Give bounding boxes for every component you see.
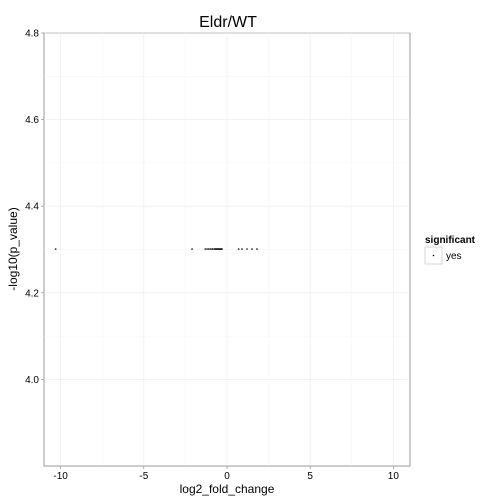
legend-label-yes: yes xyxy=(446,251,462,262)
data-point xyxy=(191,248,193,250)
data-point xyxy=(246,248,248,250)
x-axis-ticks: -10 -5 0 5 10 xyxy=(53,466,399,482)
data-point xyxy=(256,248,258,250)
y-tick-label: 4.6 xyxy=(25,115,39,126)
legend-key-marker xyxy=(432,254,435,257)
data-point xyxy=(207,248,210,250)
data-points xyxy=(54,248,258,250)
data-point xyxy=(204,248,207,250)
y-tick-label: 4.4 xyxy=(25,202,39,213)
data-point xyxy=(209,248,212,250)
data-point xyxy=(206,248,208,250)
x-tick-label: 5 xyxy=(307,471,313,482)
data-point xyxy=(211,248,214,250)
y-tick-label: 4.8 xyxy=(25,29,39,40)
data-point xyxy=(251,248,253,250)
data-point xyxy=(237,248,240,250)
x-tick-label: 10 xyxy=(388,471,400,482)
x-tick-label: 0 xyxy=(224,471,230,482)
data-point xyxy=(54,248,57,250)
y-tick-label: 4.2 xyxy=(25,288,39,299)
legend-title: significant xyxy=(425,235,476,246)
x-tick-label: -5 xyxy=(139,471,148,482)
y-tick-label: 4.0 xyxy=(25,375,39,386)
x-tick-label: -10 xyxy=(53,471,68,482)
y-axis-ticks: 4.0 4.2 4.4 4.6 4.8 xyxy=(25,29,44,386)
x-axis-label: log2_fold_change xyxy=(180,482,275,496)
data-point xyxy=(221,248,223,250)
major-gridlines xyxy=(44,32,410,466)
data-point xyxy=(241,248,243,250)
chart-title: Eldr/WT xyxy=(199,14,257,31)
y-axis-label: -log10(p_value) xyxy=(6,207,20,290)
legend: significant yes xyxy=(424,235,476,265)
